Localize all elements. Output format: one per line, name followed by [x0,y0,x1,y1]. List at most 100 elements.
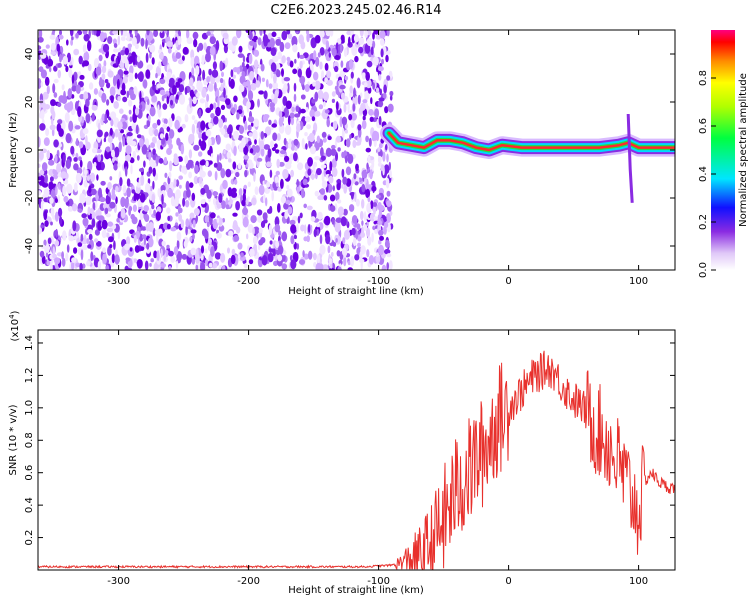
noise-speckle [223,149,226,155]
noise-speckle [50,51,57,56]
noise-speckle [305,67,312,79]
noise-speckle [133,234,137,243]
noise-speckle [217,96,220,108]
noise-speckle [269,169,273,178]
noise-speckle [216,162,223,172]
noise-speckle [138,71,144,82]
noise-speckle [341,37,345,43]
noise-speckle [146,64,153,71]
noise-speckle [298,34,305,45]
noise-speckle [110,118,114,127]
noise-speckle [52,30,56,35]
noise-speckle [265,197,268,207]
noise-speckle [358,37,365,45]
noise-speckle [389,210,393,216]
noise-speckle [198,132,202,139]
noise-speckle [209,46,216,56]
noise-speckle [209,36,216,45]
noise-speckle [355,163,359,171]
noise-speckle [377,147,381,152]
noise-speckle [324,62,329,71]
noise-speckle [85,113,91,124]
noise-speckle [382,92,387,100]
noise-speckle [162,103,168,110]
noise-speckle [186,188,191,198]
noise-speckle [121,82,126,92]
noise-speckle [177,78,183,83]
noise-speckle [281,55,286,64]
noise-speckle [325,30,332,37]
noise-speckle [336,250,341,257]
noise-speckle [100,180,106,186]
noise-speckle [88,185,92,194]
noise-speckle [158,228,163,237]
noise-speckle [243,184,248,190]
noise-speckle [192,96,197,105]
noise-speckle [82,44,87,53]
noise-speckle [248,132,253,137]
noise-speckle [185,218,190,228]
noise-speckle [73,235,77,241]
noise-speckle [179,184,182,189]
noise-speckle [75,172,82,184]
noise-speckle [113,240,116,250]
noise-speckle [160,184,166,192]
noise-speckle [317,89,324,100]
noise-speckle [378,239,382,245]
noise-speckle [176,239,180,250]
noise-speckle [305,30,310,35]
noise-speckle [250,215,257,224]
noise-speckle [248,161,254,169]
noise-speckle [242,81,249,87]
noise-speckle [352,95,358,106]
noise-speckle [125,257,131,262]
noise-speckle [289,60,294,68]
noise-speckle [145,52,149,63]
noise-speckle [108,236,114,243]
noise-speckle [385,54,389,63]
noise-speckle [290,259,297,270]
noise-speckle [238,84,245,93]
noise-speckle [174,119,180,130]
noise-speckle [195,264,199,270]
noise-speckle [141,144,148,155]
noise-speckle [389,95,393,101]
noise-speckle [112,30,119,35]
noise-speckle [101,65,107,74]
noise-speckle [162,123,168,130]
snr-y-scale-suffix: ) [10,310,21,314]
noise-speckle [178,94,186,105]
noise-speckle [350,71,354,79]
noise-speckle [55,184,58,196]
noise-speckle [267,148,272,158]
noise-speckle [41,255,46,264]
noise-speckle [148,221,154,233]
noise-speckle [389,90,394,97]
noise-speckle [295,105,300,113]
noise-speckle [230,191,238,198]
noise-speckle [375,194,381,199]
noise-speckle [229,131,232,139]
snr-x-tick-label: -100 [367,576,390,587]
noise-speckle [309,60,313,71]
noise-speckle [153,262,158,270]
noise-speckle [109,127,113,136]
noise-speckle [199,160,206,166]
noise-speckle [129,30,132,34]
noise-speckle [382,151,386,162]
noise-speckle [332,185,335,192]
noise-speckle [71,36,74,41]
noise-speckle [83,51,90,62]
noise-speckle [157,188,161,198]
noise-speckle [267,252,274,263]
noise-speckle [329,263,333,269]
noise-speckle [274,176,279,183]
noise-speckle [124,243,130,251]
noise-speckle [284,42,291,50]
noise-speckle [113,43,118,48]
noise-speckle [260,148,265,157]
noise-speckle [384,221,389,229]
noise-speckle [90,172,96,182]
noise-speckle [49,66,52,73]
noise-speckle [286,184,290,190]
